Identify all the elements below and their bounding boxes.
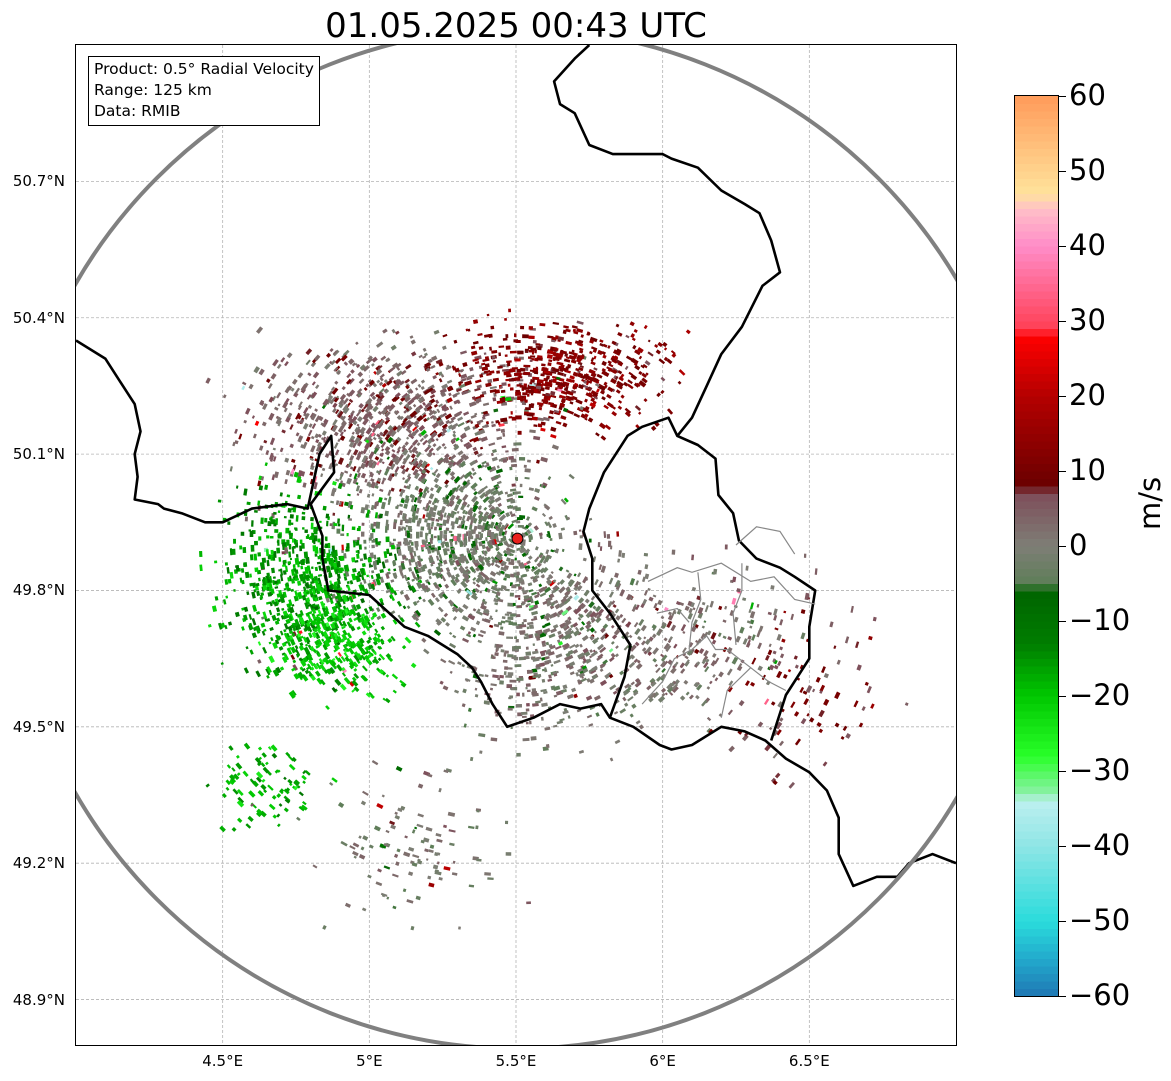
district-border [735, 526, 796, 555]
colorbar-tick-mark [1059, 471, 1066, 472]
data-source-label: Data: RMIB [94, 102, 181, 120]
colorbar-tick-label: −40 [1069, 828, 1131, 862]
lon-tick-label: 6.5°E [788, 1052, 830, 1070]
country-border [582, 416, 817, 741]
map-canvas [76, 45, 956, 1045]
colorbar-tick-label: −60 [1069, 978, 1131, 1012]
district-border [641, 634, 787, 705]
colorbar-tick-label: −30 [1069, 753, 1131, 787]
colorbar-tick-label: 40 [1069, 228, 1106, 262]
country-border [76, 339, 956, 888]
district-border [656, 607, 690, 623]
colorbar-tick-label: −50 [1069, 903, 1131, 937]
radar-echoes [199, 308, 909, 931]
colorbar-tick-label: −10 [1069, 603, 1131, 637]
colorbar-tick-label: 60 [1069, 78, 1106, 112]
country-border [552, 45, 782, 437]
lon-tick-label: 5.5°E [495, 1052, 537, 1070]
colorbar-tick-label: 30 [1069, 303, 1106, 337]
colorbar-tick-mark [1059, 246, 1066, 247]
district-border [732, 563, 743, 646]
colorbar-tick-mark [1059, 621, 1066, 622]
colorbar-tick-mark [1059, 921, 1066, 922]
lat-tick-label: 50.7°N [12, 172, 65, 191]
district-border [647, 562, 816, 605]
velocity-colorbar [1014, 95, 1059, 997]
lat-tick-label: 49.2°N [12, 854, 65, 873]
lat-tick-label: 48.9°N [12, 990, 65, 1009]
colorbar-tick-label: 50 [1069, 153, 1106, 187]
colorbar-tick-mark [1059, 96, 1066, 97]
lon-tick-label: 4.5°E [202, 1052, 244, 1070]
map-title: 01.05.2025 00:43 UTC [325, 6, 707, 46]
product-label: Product: 0.5° Radial Velocity [94, 60, 314, 78]
map-gridlines [76, 45, 956, 1045]
district-border [688, 572, 702, 650]
colorbar-tick-label: 20 [1069, 378, 1106, 412]
colorbar-tick-mark [1059, 846, 1066, 847]
colorbar-tick-mark [1059, 171, 1066, 172]
colorbar-tick-label: −20 [1069, 678, 1131, 712]
colorbar-tick-mark [1059, 396, 1066, 397]
radar-site-marker[interactable] [511, 532, 524, 545]
range-label: Range: 125 km [94, 81, 212, 99]
colorbar-tick-mark [1059, 321, 1066, 322]
lon-tick-label: 6°E [649, 1052, 676, 1070]
radar-map[interactable] [75, 44, 957, 1046]
lat-tick-label: 50.4°N [12, 308, 65, 327]
lon-tick-label: 5°E [356, 1052, 383, 1070]
lat-tick-label: 50.1°N [12, 445, 65, 464]
colorbar-tick-mark [1059, 696, 1066, 697]
lat-tick-label: 49.8°N [12, 581, 65, 600]
colorbar-tick-mark [1059, 771, 1066, 772]
colorbar-tick-label: 0 [1069, 528, 1088, 562]
country-borders [76, 45, 956, 888]
lat-tick-label: 49.5°N [12, 717, 65, 736]
colorbar-unit-label: m/s [1133, 476, 1167, 530]
product-info-box: Product: 0.5° Radial Velocity Range: 125… [88, 56, 320, 126]
colorbar-tick-mark [1059, 546, 1066, 547]
colorbar-tick-mark [1059, 996, 1066, 997]
district-border [720, 667, 752, 718]
colorbar-tick-label: 10 [1069, 453, 1106, 487]
